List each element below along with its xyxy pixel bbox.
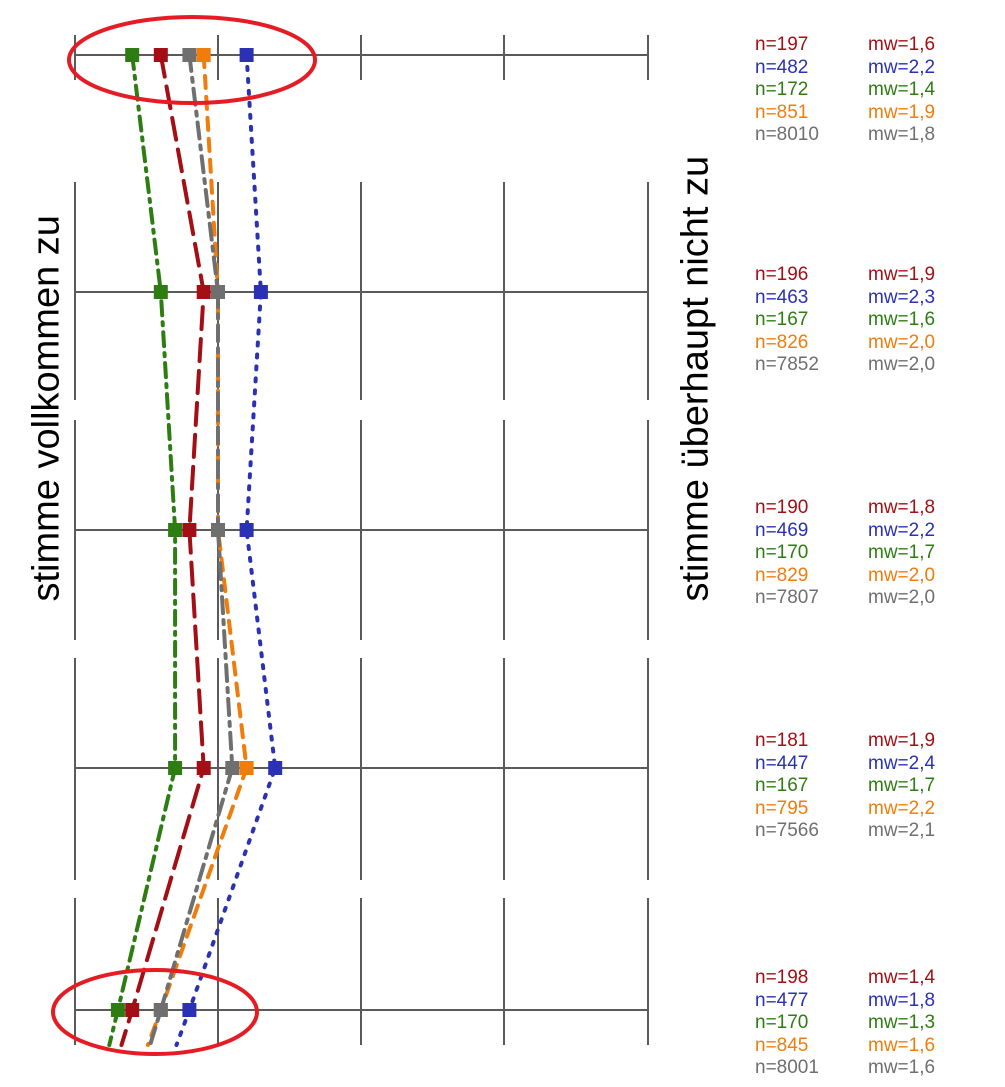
data-point-series-5-item-1: [182, 48, 197, 62]
data-point-series-5-item-2: [211, 285, 225, 299]
stat-mw: mw=2,4: [868, 752, 936, 774]
stat-n: n=826: [755, 331, 809, 353]
data-point-series-3-item-4: [168, 761, 183, 775]
stat-mw: mw=1,6: [868, 1034, 936, 1056]
stat-n: n=469: [755, 519, 809, 541]
highlight-circles: [51, 15, 317, 1056]
stat-mw: mw=2,0: [868, 354, 936, 375]
stat-n: n=795: [755, 797, 809, 819]
stat-mw: mw=1,8: [868, 989, 936, 1011]
stat-mw: mw=1,8: [868, 497, 936, 518]
data-point-series-4-item-4: [239, 761, 254, 775]
stat-mw: mw=1,6: [868, 1057, 936, 1078]
series-line-4: [145, 53, 249, 1047]
data-point-series-3-item-2: [153, 285, 168, 299]
data-point-series-1-item-1: [153, 48, 168, 62]
data-point-series-1-item-4: [196, 761, 211, 775]
series-markers: [110, 48, 283, 1017]
data-point-series-5-item-4: [225, 761, 240, 775]
data-point-series-3-item-1: [125, 48, 140, 62]
stat-n: n=170: [755, 1012, 809, 1033]
stat-n: n=7807: [755, 587, 819, 608]
data-point-series-2-item-3: [239, 523, 254, 537]
data-point-series-5-item-5: [153, 1003, 168, 1017]
axis-label-left: stimme vollkommen zu: [25, 215, 68, 602]
stat-mw: mw=1,6: [868, 34, 936, 55]
stat-n: n=172: [755, 79, 809, 100]
stat-n: n=845: [755, 1034, 809, 1056]
stat-mw: mw=1,3: [868, 1012, 936, 1033]
data-point-series-3-item-3: [168, 523, 183, 537]
stat-n: n=198: [755, 967, 809, 988]
stat-n: n=463: [755, 286, 809, 308]
stat-n: n=190: [755, 497, 809, 518]
data-point-series-2-item-2: [253, 285, 268, 299]
stat-mw: mw=2,2: [868, 797, 936, 819]
series-line-1: [119, 53, 206, 1047]
axis-label-right: stimme überhaupt nicht zu: [674, 155, 717, 602]
stat-mw: mw=1,7: [868, 542, 936, 563]
stat-n: n=197: [755, 34, 809, 55]
highlight-item-1: [67, 15, 317, 105]
stat-mw: mw=1,9: [868, 101, 936, 123]
highlight-item-5: [51, 968, 259, 1056]
stat-n: n=7566: [755, 820, 819, 841]
stat-n: n=8001: [755, 1057, 819, 1078]
stat-mw: mw=1,9: [868, 730, 936, 751]
stat-mw: mw=1,7: [868, 775, 936, 796]
stat-mw: mw=2,0: [868, 564, 936, 586]
stat-mw: mw=1,6: [868, 309, 936, 330]
data-point-series-2-item-4: [268, 761, 283, 775]
stat-mw: mw=1,4: [868, 79, 936, 100]
data-point-series-2-item-5: [182, 1003, 197, 1017]
stat-n: n=7852: [755, 354, 819, 375]
stat-mw: mw=1,8: [868, 124, 936, 145]
stat-mw: mw=2,0: [868, 331, 936, 353]
stat-n: n=477: [755, 989, 809, 1011]
data-point-series-1-item-2: [196, 285, 211, 299]
stat-mw: mw=2,3: [868, 286, 936, 308]
data-point-series-4-item-1: [196, 48, 211, 62]
data-point-series-2-item-1: [239, 48, 254, 62]
stat-n: n=167: [755, 309, 809, 330]
stat-n: n=447: [755, 752, 809, 774]
stat-mw: mw=2,1: [868, 820, 936, 841]
data-point-series-5-item-3: [211, 523, 225, 537]
data-point-series-1-item-3: [182, 523, 197, 537]
stat-mw: mw=2,2: [868, 56, 936, 78]
data-point-series-1-item-5: [125, 1003, 140, 1017]
stat-mw: mw=2,2: [868, 519, 936, 541]
stat-n: n=196: [755, 264, 809, 285]
stat-n: n=829: [755, 564, 809, 586]
stat-n: n=8010: [755, 124, 819, 145]
stat-n: n=181: [755, 730, 809, 751]
stat-n: n=167: [755, 775, 809, 796]
stat-n: n=482: [755, 56, 809, 78]
data-point-series-3-item-5: [110, 1003, 125, 1017]
stat-n: n=170: [755, 542, 809, 563]
stat-mw: mw=1,9: [868, 264, 936, 285]
series-lines: [107, 53, 278, 1047]
stat-n: n=851: [755, 101, 809, 123]
chart-grid: [74, 35, 649, 1045]
stat-mw: mw=1,4: [868, 967, 936, 988]
stat-mw: mw=2,0: [868, 587, 936, 608]
